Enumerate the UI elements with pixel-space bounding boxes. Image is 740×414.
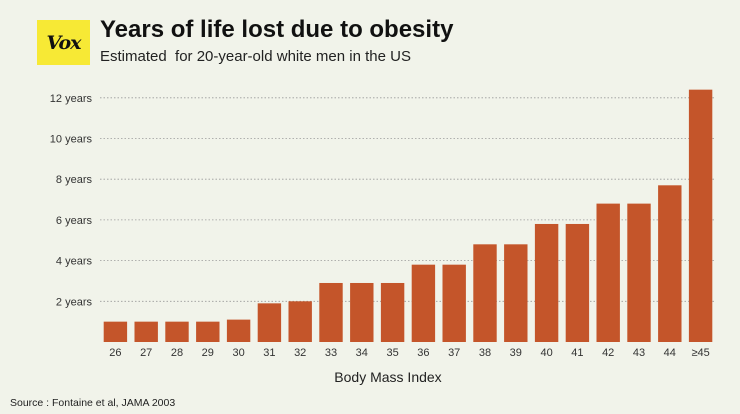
x-tick-label: 44 bbox=[664, 347, 676, 359]
bar-bmi-4 bbox=[196, 321, 220, 342]
bar-bmi-10 bbox=[380, 282, 405, 342]
bars bbox=[103, 89, 713, 342]
x-axis-ticks: 26 27 28 29 30 31 32 33 34 35 36 37 38 39 40 41 42 43 44 ≥4… bbox=[109, 347, 709, 359]
x-tick-label: 40 bbox=[540, 347, 552, 359]
x-tick-label: 37 bbox=[448, 347, 460, 359]
x-tick-label: 34 bbox=[356, 347, 368, 359]
x-tick-label: ≥45 bbox=[691, 347, 709, 359]
x-tick-label: 36 bbox=[417, 347, 429, 359]
x-tick-label: 39 bbox=[510, 347, 522, 359]
bar-bmi-6 bbox=[257, 303, 282, 342]
bar-bmi-7 bbox=[288, 301, 312, 342]
x-tick-label: 28 bbox=[171, 347, 183, 359]
x-tick-label: 41 bbox=[571, 347, 583, 359]
chart-subtitle: Estimated for 20-year-old white men in t… bbox=[100, 48, 411, 65]
bar-bmi-18 bbox=[627, 203, 651, 342]
x-tick-label: 33 bbox=[325, 347, 337, 359]
x-tick-label: 43 bbox=[633, 347, 645, 359]
x-tick-label: 27 bbox=[140, 347, 152, 359]
x-tick-label: 29 bbox=[202, 347, 214, 359]
source-note: Source : Fontaine et al, JAMA 2003 bbox=[10, 397, 176, 409]
bar-bmi-8 bbox=[319, 282, 343, 342]
bar-bmi-20 bbox=[688, 89, 713, 342]
bar-bmi-19 bbox=[658, 185, 682, 342]
x-axis-label: Body Mass Index bbox=[334, 369, 441, 385]
bar-bmi-17 bbox=[596, 203, 620, 342]
y-tick-label: 4 years bbox=[56, 256, 93, 268]
y-tick-label: 2 years bbox=[56, 296, 93, 308]
bar-bmi-5 bbox=[226, 319, 251, 342]
x-tick-label: 26 bbox=[109, 347, 121, 359]
x-tick-label: 38 bbox=[479, 347, 491, 359]
grid-lines bbox=[100, 97, 716, 302]
y-axis-ticks: 2 years 4 years 6 years 8 years 10 years 12 y… bbox=[50, 93, 93, 308]
y-tick-label: 8 years bbox=[56, 174, 93, 186]
bar-bmi-16 bbox=[565, 223, 590, 342]
x-tick-label: 42 bbox=[602, 347, 614, 359]
chart-title: Years of life lost due to obesity bbox=[100, 16, 454, 43]
bar-bmi-13 bbox=[473, 244, 497, 342]
bar-bmi-1 bbox=[103, 321, 128, 342]
x-tick-label: 31 bbox=[263, 347, 275, 359]
bar-bmi-14 bbox=[504, 244, 528, 342]
bar-bmi-9 bbox=[350, 282, 374, 342]
bar-bmi-12 bbox=[442, 264, 466, 342]
bar-bmi-2 bbox=[134, 321, 158, 342]
vox-logo-text: Vox bbox=[46, 31, 82, 54]
y-tick-label: 10 years bbox=[50, 134, 93, 146]
x-tick-label: 35 bbox=[386, 347, 398, 359]
x-tick-label: 32 bbox=[294, 347, 306, 359]
x-tick-label: 30 bbox=[232, 347, 244, 359]
vox-logo: Vox bbox=[37, 20, 90, 65]
y-tick-label: 12 years bbox=[50, 93, 93, 105]
y-tick-label: 6 years bbox=[56, 215, 93, 227]
bar-bmi-11 bbox=[411, 264, 436, 342]
bar-bmi-3 bbox=[165, 321, 189, 342]
bar-bmi-15 bbox=[534, 223, 559, 342]
